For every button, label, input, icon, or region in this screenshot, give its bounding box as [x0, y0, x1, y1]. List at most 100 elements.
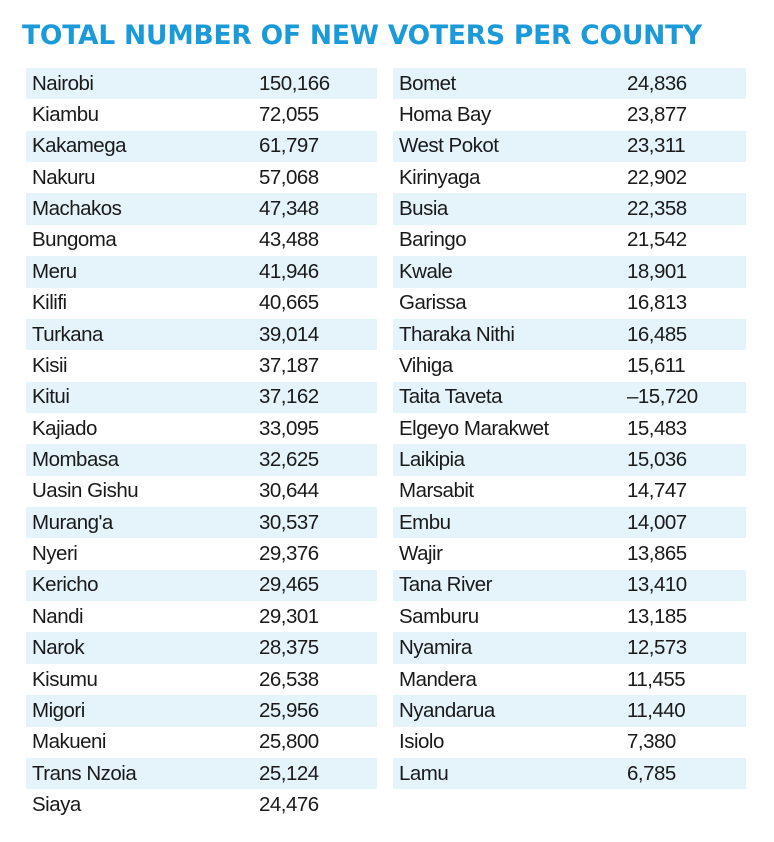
page-title: TOTAL NUMBER OF NEW VOTERS PER COUNTY: [22, 20, 702, 51]
table-row: Taita Taveta –15,720: [393, 381, 746, 413]
county-name: Laikipia: [399, 447, 465, 471]
county-name: Kisumu: [32, 667, 98, 691]
table-column-right: Bomet 24,836 Homa Bay 23,877 West Pokot 23,31…: [393, 68, 746, 790]
table-row: Kajiado 33,095: [26, 413, 377, 444]
county-name: Isiolo: [399, 730, 444, 754]
county-name: Kwale: [399, 259, 453, 283]
county-name: Kirinyaga: [399, 165, 480, 189]
county-name: Samburu: [399, 604, 479, 628]
table-row: Wajir 13,865: [393, 538, 746, 569]
table-row: Kwale 18,901: [393, 256, 746, 288]
county-name: Siaya: [32, 792, 81, 816]
county-name: Mombasa: [32, 447, 119, 471]
voter-count: 37,162: [259, 385, 319, 409]
voter-count: 21,542: [627, 228, 687, 252]
table-row: Nyeri 29,376: [26, 538, 377, 569]
county-name: Machakos: [32, 197, 122, 221]
table-row: Mandera 11,455: [393, 664, 746, 695]
voter-count: 43,488: [259, 228, 319, 252]
table-row: Trans Nzoia 25,124: [26, 757, 377, 790]
voter-count: –15,720: [627, 385, 698, 409]
voter-count: 15,036: [627, 447, 687, 471]
voter-count: 72,055: [259, 103, 319, 127]
table-row: Makueni 25,800: [26, 727, 377, 758]
table-row: Machakos 47,348: [26, 193, 377, 225]
county-name: Uasin Gishu: [32, 479, 139, 503]
table-row: Kirinyaga 22,902: [393, 162, 746, 193]
voter-count: 22,358: [627, 197, 687, 221]
voter-count: 40,665: [259, 291, 319, 315]
voter-count: 37,187: [259, 353, 319, 377]
voter-count: 47,348: [259, 197, 319, 221]
county-name: Turkana: [32, 322, 103, 346]
voter-count: 13,185: [627, 604, 687, 628]
county-name: Nandi: [32, 604, 84, 628]
table-row: Uasin Gishu 30,644: [26, 476, 377, 507]
county-name: Wajir: [399, 542, 443, 566]
county-name: Nairobi: [32, 71, 94, 95]
voter-count: 32,625: [259, 447, 319, 471]
table-row: Kilifi 40,665: [26, 288, 377, 319]
county-name: Nakuru: [32, 165, 96, 189]
table-row: Kiambu 72,055: [26, 99, 377, 130]
county-name: West Pokot: [399, 134, 499, 158]
county-name: Elgeyo Marakwet: [399, 416, 549, 440]
table-row: Nyamira 12,573: [393, 632, 746, 664]
voter-count: 24,476: [259, 792, 319, 816]
table-row: Lamu 6,785: [393, 757, 746, 790]
voter-count: 16,485: [627, 322, 687, 346]
county-name: Kitui: [32, 385, 70, 409]
voter-count: 11,455: [627, 667, 686, 691]
table-row: Elgeyo Marakwet 15,483: [393, 413, 746, 444]
county-name: Mandera: [399, 667, 477, 691]
county-name: Homa Bay: [399, 103, 491, 127]
voter-count: 24,836: [627, 71, 687, 95]
county-name: Tana River: [399, 573, 493, 597]
voter-count: 11,440: [627, 698, 686, 722]
voter-count: 13,865: [627, 542, 687, 566]
table-row: Siaya 24,476: [26, 789, 377, 820]
table-row: West Pokot 23,311: [393, 130, 746, 163]
table-row: Homa Bay 23,877: [393, 99, 746, 130]
voter-count: 30,644: [259, 479, 319, 503]
voter-count: 25,800: [259, 730, 319, 754]
county-name: Nyeri: [32, 542, 78, 566]
county-name: Narok: [32, 636, 85, 660]
table-row: Nakuru 57,068: [26, 162, 377, 193]
county-name: Kiambu: [32, 103, 99, 127]
county-name: Makueni: [32, 730, 107, 754]
table-row: Narok 28,375: [26, 632, 377, 664]
voter-count: 29,465: [259, 573, 319, 597]
table-row: Nyandarua 11,440: [393, 695, 746, 727]
table-row: Kitui 37,162: [26, 381, 377, 413]
table-row: Embu 14,007: [393, 507, 746, 539]
voter-count: 26,538: [259, 667, 319, 691]
voter-count: 16,813: [627, 291, 687, 315]
table-row: Murang'a 30,537: [26, 507, 377, 539]
voter-count: 15,611: [627, 353, 686, 377]
table-column-left: Nairobi 150,166 Kiambu 72,055 Kakamega 61,797…: [26, 68, 377, 821]
table-row: Baringo 21,542: [393, 225, 746, 256]
voter-count: 22,902: [627, 165, 687, 189]
voter-count: 18,901: [627, 259, 687, 283]
table-row: Nandi 29,301: [26, 601, 377, 632]
county-name: Migori: [32, 698, 85, 722]
voter-count: 13,410: [627, 573, 687, 597]
voter-count: 25,956: [259, 698, 319, 722]
voter-count: 25,124: [259, 761, 319, 785]
table-row: Meru 41,946: [26, 256, 377, 288]
county-name: Murang'a: [32, 510, 113, 534]
voter-count: 61,797: [259, 134, 319, 158]
voter-count: 7,380: [627, 730, 676, 754]
county-name: Kisii: [32, 353, 68, 377]
voter-count: 14,747: [627, 479, 687, 503]
county-name: Baringo: [399, 228, 467, 252]
county-name: Embu: [399, 510, 451, 534]
table-row: Kisii 37,187: [26, 350, 377, 381]
table-row: Vihiga 15,611: [393, 350, 746, 381]
table-row: Migori 25,956: [26, 695, 377, 727]
table-row: Kisumu 26,538: [26, 664, 377, 695]
voter-count: 12,573: [627, 636, 687, 660]
table-row: Kericho 29,465: [26, 569, 377, 602]
county-name: Bungoma: [32, 228, 117, 252]
